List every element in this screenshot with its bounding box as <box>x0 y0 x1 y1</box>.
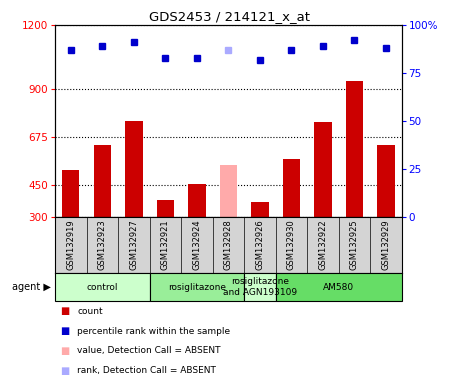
Bar <box>314 122 331 217</box>
Bar <box>377 146 395 217</box>
Bar <box>125 121 142 217</box>
Bar <box>55 273 150 301</box>
Text: percentile rank within the sample: percentile rank within the sample <box>77 326 230 336</box>
Text: GSM132927: GSM132927 <box>129 220 138 270</box>
Bar <box>62 170 79 217</box>
Text: GSM132930: GSM132930 <box>287 220 296 270</box>
Text: control: control <box>87 283 118 291</box>
Bar <box>157 200 174 217</box>
Bar <box>275 273 402 301</box>
Bar <box>188 184 206 217</box>
Text: ■: ■ <box>60 346 69 356</box>
Text: agent ▶: agent ▶ <box>11 282 50 292</box>
Text: GSM132921: GSM132921 <box>161 220 170 270</box>
Bar <box>244 273 275 301</box>
Text: GSM132929: GSM132929 <box>381 220 390 270</box>
Text: ■: ■ <box>60 326 69 336</box>
Bar <box>283 159 300 217</box>
Text: GSM132922: GSM132922 <box>319 220 327 270</box>
Text: GSM132919: GSM132919 <box>67 220 75 270</box>
Text: value, Detection Call = ABSENT: value, Detection Call = ABSENT <box>77 346 221 356</box>
Text: GSM132928: GSM132928 <box>224 220 233 270</box>
Text: GSM132923: GSM132923 <box>98 220 107 270</box>
Bar <box>94 146 111 217</box>
Text: count: count <box>77 306 103 316</box>
Bar <box>150 273 244 301</box>
Text: rosiglitazone: rosiglitazone <box>168 283 226 291</box>
Text: GSM132925: GSM132925 <box>350 220 359 270</box>
Text: ■: ■ <box>60 306 69 316</box>
Bar <box>220 165 237 217</box>
Text: AM580: AM580 <box>323 283 354 291</box>
Bar <box>346 81 363 217</box>
Text: rank, Detection Call = ABSENT: rank, Detection Call = ABSENT <box>77 366 216 376</box>
Text: rosiglitazone
and AGN193109: rosiglitazone and AGN193109 <box>223 277 297 297</box>
Bar <box>251 202 269 217</box>
Text: ■: ■ <box>60 366 69 376</box>
Text: GDS2453 / 214121_x_at: GDS2453 / 214121_x_at <box>149 10 310 23</box>
Text: GSM132926: GSM132926 <box>255 220 264 270</box>
Text: GSM132924: GSM132924 <box>192 220 202 270</box>
